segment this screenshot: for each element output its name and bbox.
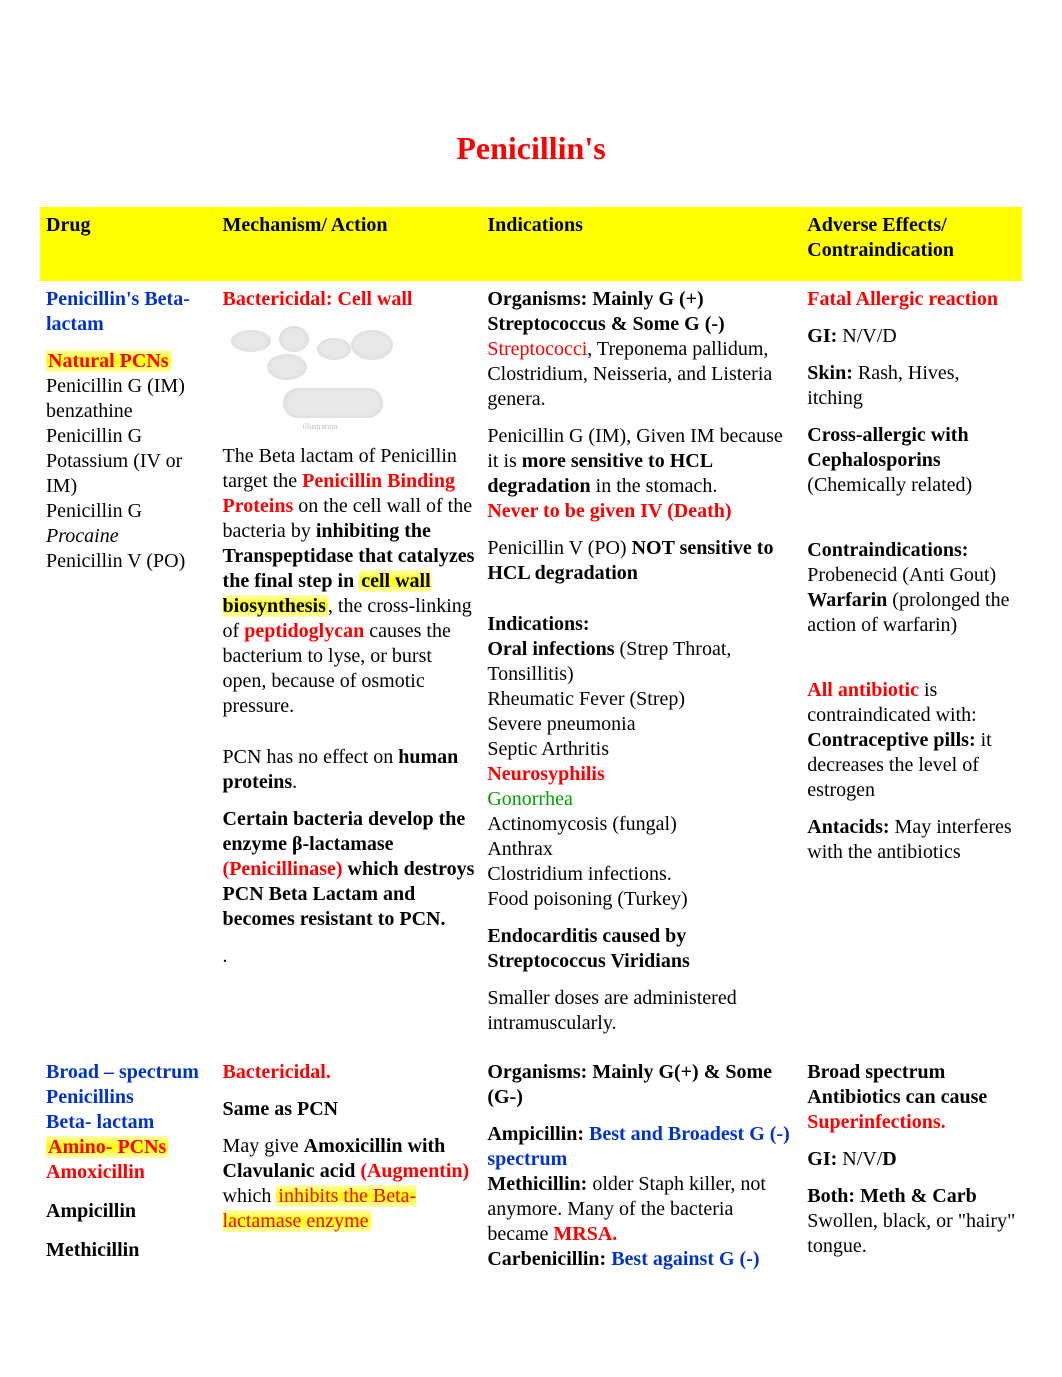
cell-indications-row2: Organisms: Mainly G(+) & Some (G-) Ampic… [481,1054,801,1290]
adv-paragraph: All antibiotic is contraindicated with: … [807,678,1016,803]
adv-paragraph: GI: N/V/D [807,324,1016,349]
mech-headline: Bactericidal. [223,1060,476,1085]
ind-paragraph: Organisms: Mainly G(+) & Some (G-) [487,1060,795,1110]
drug-item: Ampicillin [46,1199,211,1224]
mech-headline: Bactericidal: Cell wall [223,287,476,312]
cell-adverse-row1: Fatal Allergic reaction GI: N/V/D Skin: … [801,281,1022,1054]
ind-paragraph: Penicillin V (PO) NOT sensitive to HCL d… [487,536,795,586]
drug-item: Penicillin G [46,500,142,522]
mech-paragraph: The Beta lactam of Penicillin target the… [223,444,476,719]
penicillin-table: Drug Mechanism/ Action Indications Adver… [40,207,1022,1290]
drug-item: Penicillin G Potassium (IV or IM) [46,425,182,497]
adv-paragraph: Antacids: May interferes with the antibi… [807,815,1016,865]
adv-paragraph: Fatal Allergic reaction [807,287,1016,312]
mech-paragraph: Certain bacteria develop the enzyme β-la… [223,807,476,932]
ind-list: Indications: Oral infections (Strep Thro… [487,612,795,912]
adv-paragraph: GI: N/V/D [807,1147,1016,1172]
cell-drug-row2: Broad – spectrum Penicillins Beta- lacta… [40,1054,217,1290]
amino-pcns-label: Amino- PCNs [46,1136,168,1158]
ind-paragraph: Organisms: Mainly G (+) Streptococcus & … [487,287,795,412]
ind-paragraph: Penicillin G (IM), Given IM because it i… [487,424,795,524]
cell-indications-row1: Organisms: Mainly G (+) Streptococcus & … [481,281,801,1054]
cell-mechanism-row2: Bactericidal. Same as PCN May give Amoxi… [217,1054,482,1290]
mech-paragraph: . [223,944,476,969]
drug-subtitle: Beta- lactam [46,1110,211,1135]
mech-paragraph: Same as PCN [223,1097,476,1122]
table-header-row: Drug Mechanism/ Action Indications Adver… [40,207,1022,281]
ind-paragraph: Smaller doses are administered intramusc… [487,986,795,1036]
table-row: Broad – spectrum Penicillins Beta- lacta… [40,1054,1022,1290]
ind-paragraph: Ampicillin: Best and Broadest G (-) spec… [487,1122,795,1272]
adv-paragraph: Cross-allergic with Cephalosporins (Chem… [807,423,1016,498]
drug-title: Broad – spectrum Penicillins [46,1060,211,1110]
header-adverse: Adverse Effects/ Contraindication [801,207,1022,281]
page-title: Penicillin's [40,130,1022,167]
cell-adverse-row2: Broad spectrum Antibiotics can cause Sup… [801,1054,1022,1290]
adv-contraindications: Contraindications: Probenecid (Anti Gout… [807,538,1016,638]
adv-paragraph: Skin: Rash, Hives, itching [807,361,1016,411]
header-indications: Indications [481,207,801,281]
drug-title: Penicillin's Beta- lactam [46,287,211,337]
mechanism-diagram: illustration [223,324,423,434]
drug-item: benzathine [46,400,133,422]
drug-item: Penicillin V (PO) [46,550,185,572]
adv-paragraph: Both: Meth & Carb Swollen, black, or "ha… [807,1184,1016,1259]
drug-item: Procaine [46,525,119,547]
drug-item: Penicillin G (IM) [46,375,185,397]
adv-paragraph: Broad spectrum Antibiotics can cause Sup… [807,1060,1016,1135]
header-drug: Drug [40,207,217,281]
natural-pcns-label: Natural PCNs [46,350,171,372]
cell-drug-row1: Penicillin's Beta- lactam Natural PCNs P… [40,281,217,1054]
mech-paragraph: May give Amoxicillin with Clavulanic aci… [223,1134,476,1234]
cell-mechanism-row1: Bactericidal: Cell wall illustration The… [217,281,482,1054]
drug-item: Amoxicillin [46,1160,211,1185]
mech-paragraph: PCN has no effect on human proteins. [223,745,476,795]
header-mechanism: Mechanism/ Action [217,207,482,281]
drug-item: Methicillin [46,1238,211,1263]
table-row: Penicillin's Beta- lactam Natural PCNs P… [40,281,1022,1054]
ind-paragraph: Endocarditis caused by Streptococcus Vir… [487,924,795,974]
